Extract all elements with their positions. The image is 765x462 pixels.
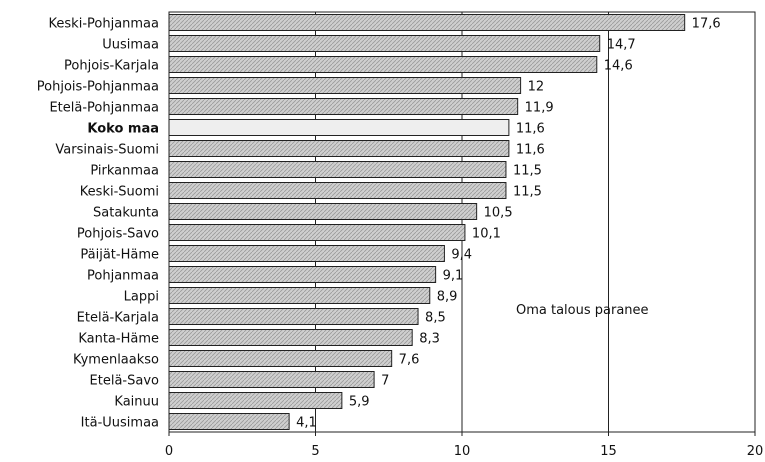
bar-kainuu	[168, 392, 343, 409]
category-label-etelä-pohjanmaa: Etelä-Pohjanmaa	[49, 101, 159, 116]
bar-keski-pohjanmaa	[168, 14, 686, 31]
x-axis-ticks: 0 5 10 15 20	[165, 432, 763, 459]
category-label-kainuu: Kainuu	[114, 395, 159, 410]
value-label-päijät-häme: 9,4	[451, 248, 472, 263]
category-label-satakunta: Satakunta	[93, 206, 159, 221]
category-label-itä-uusimaa: Itä-Uusimaa	[81, 416, 159, 431]
category-label-varsinais-suomi: Varsinais-Suomi	[55, 143, 159, 158]
bar-etelä-pohjanmaa	[168, 98, 519, 115]
value-label-lappi: 8,9	[437, 290, 458, 305]
bar-etelä-savo	[168, 371, 375, 388]
category-label-etelä-karjala: Etelä-Karjala	[77, 311, 159, 326]
value-label-itä-uusimaa: 4,1	[296, 416, 317, 431]
annotation-text: Oma talous paranee	[516, 303, 649, 318]
value-label-etelä-savo: 7	[381, 374, 389, 389]
category-label-keski-suomi: Keski-Suomi	[80, 185, 159, 200]
value-label-varsinais-suomi: 11,6	[516, 143, 545, 158]
bar-pohjois-savo	[168, 224, 466, 241]
bar-varsinais-suomi	[168, 140, 510, 157]
bar-kymenlaakso	[168, 350, 393, 367]
value-label-uusimaa: 14,7	[607, 38, 636, 53]
x-tick-label-20: 20	[747, 444, 764, 459]
value-label-keski-suomi: 11,5	[513, 185, 542, 200]
category-label-kanta-häme: Kanta-Häme	[78, 332, 159, 347]
x-tick-label-10: 10	[454, 444, 471, 459]
value-label-kymenlaakso: 7,6	[399, 353, 420, 368]
value-label-kanta-häme: 8,3	[419, 332, 440, 347]
category-labels: Keski-Pohjanmaa Uusimaa Pohjois-Karjala Poh…	[37, 17, 159, 431]
bar-kanta-häme	[168, 329, 413, 346]
bar-pirkanmaa	[168, 161, 507, 178]
bar-pohjois-pohjanmaa	[168, 77, 522, 94]
value-label-etelä-karjala: 8,5	[425, 311, 446, 326]
category-label-uusimaa: Uusimaa	[102, 38, 159, 53]
value-label-pohjanmaa: 9,1	[443, 269, 464, 284]
grid-lines	[315, 12, 609, 432]
value-label-satakunta: 10,5	[484, 206, 513, 221]
value-label-keski-pohjanmaa: 17,6	[692, 17, 721, 32]
value-label-kainuu: 5,9	[349, 395, 370, 410]
bar-keski-suomi	[168, 182, 507, 199]
value-label-pirkanmaa: 11,5	[513, 164, 542, 179]
category-label-kymenlaakso: Kymenlaakso	[73, 353, 159, 368]
bar-pohjois-karjala	[168, 56, 598, 73]
category-label-pirkanmaa: Pirkanmaa	[90, 164, 159, 179]
bar-pohjanmaa	[168, 266, 437, 283]
category-label-pohjois-pohjanmaa: Pohjois-Pohjanmaa	[37, 80, 159, 95]
value-label-pohjois-pohjanmaa: 12	[528, 80, 545, 95]
bars	[168, 14, 686, 430]
value-label-pohjois-savo: 10,1	[472, 227, 501, 242]
category-label-keski-pohjanmaa: Keski-Pohjanmaa	[49, 17, 159, 32]
value-labels: 17,614,714,61211,911,611,611,511,510,510…	[296, 17, 721, 431]
bar-koko-maa	[168, 119, 510, 136]
bar-etelä-karjala	[168, 308, 419, 325]
bar-uusimaa	[168, 35, 601, 52]
category-label-etelä-savo: Etelä-Savo	[90, 374, 159, 389]
value-label-koko-maa: 11,6	[516, 122, 545, 137]
category-label-pohjois-savo: Pohjois-Savo	[77, 227, 159, 242]
x-tick-label-0: 0	[165, 444, 173, 459]
x-tick-label-5: 5	[311, 444, 319, 459]
category-label-koko-maa: Koko maa	[87, 122, 159, 137]
bar-itä-uusimaa	[168, 413, 290, 430]
x-tick-label-15: 15	[600, 444, 617, 459]
category-label-päijät-häme: Päijät-Häme	[80, 248, 159, 263]
value-label-pohjois-karjala: 14,6	[604, 59, 633, 74]
category-label-lappi: Lappi	[124, 290, 159, 305]
bar-päijät-häme	[168, 245, 445, 262]
value-label-etelä-pohjanmaa: 11,9	[525, 101, 554, 116]
category-label-pohjanmaa: Pohjanmaa	[87, 269, 159, 284]
bar-lappi	[168, 287, 431, 304]
bar-satakunta	[168, 203, 478, 220]
category-label-pohjois-karjala: Pohjois-Karjala	[64, 59, 159, 74]
